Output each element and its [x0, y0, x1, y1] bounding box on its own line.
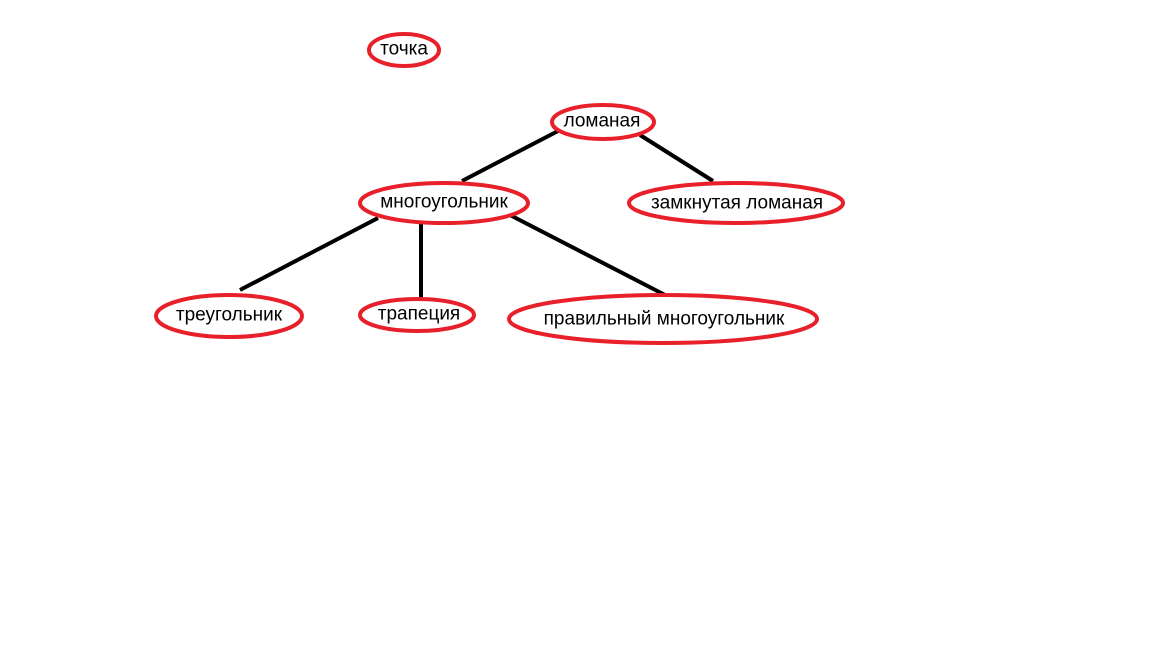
node-polyline: ломаная	[550, 103, 656, 141]
node-trapezoid: трапеция	[358, 297, 476, 333]
node-trapezoid-outline	[358, 297, 476, 333]
node-regular-polygon: правильный многоугольник	[507, 293, 819, 345]
node-point-label: точка	[380, 39, 428, 60]
node-polyline-label: ломаная	[564, 111, 641, 132]
node-triangle-outline	[154, 293, 304, 339]
node-closed-polyline-label: замкнутая ломаная	[651, 193, 823, 214]
node-triangle-label: треугольник	[176, 305, 283, 326]
node-point-outline	[367, 32, 441, 68]
edge-polygon-regular-polygon	[507, 212, 666, 297]
node-polygon-outline	[358, 181, 530, 225]
node-polygon-label: многоугольник	[380, 192, 508, 213]
node-polyline-outline	[550, 103, 656, 141]
node-triangle: треугольник	[154, 293, 304, 339]
node-polygon: многоугольник	[358, 181, 530, 225]
edge-polygon-triangle	[239, 216, 379, 292]
node-trapezoid-label: трапеция	[378, 304, 460, 325]
node-regular-polygon-outline	[507, 293, 819, 345]
edge-polyline-closed-polyline	[638, 133, 715, 183]
node-closed-polyline-outline	[627, 181, 845, 225]
node-closed-polyline: замкнутая ломаная	[627, 181, 845, 225]
edges	[239, 129, 715, 300]
node-regular-polygon-label: правильный многоугольник	[544, 309, 785, 330]
edge-polyline-polygon	[461, 129, 559, 183]
node-point: точка	[367, 32, 441, 68]
